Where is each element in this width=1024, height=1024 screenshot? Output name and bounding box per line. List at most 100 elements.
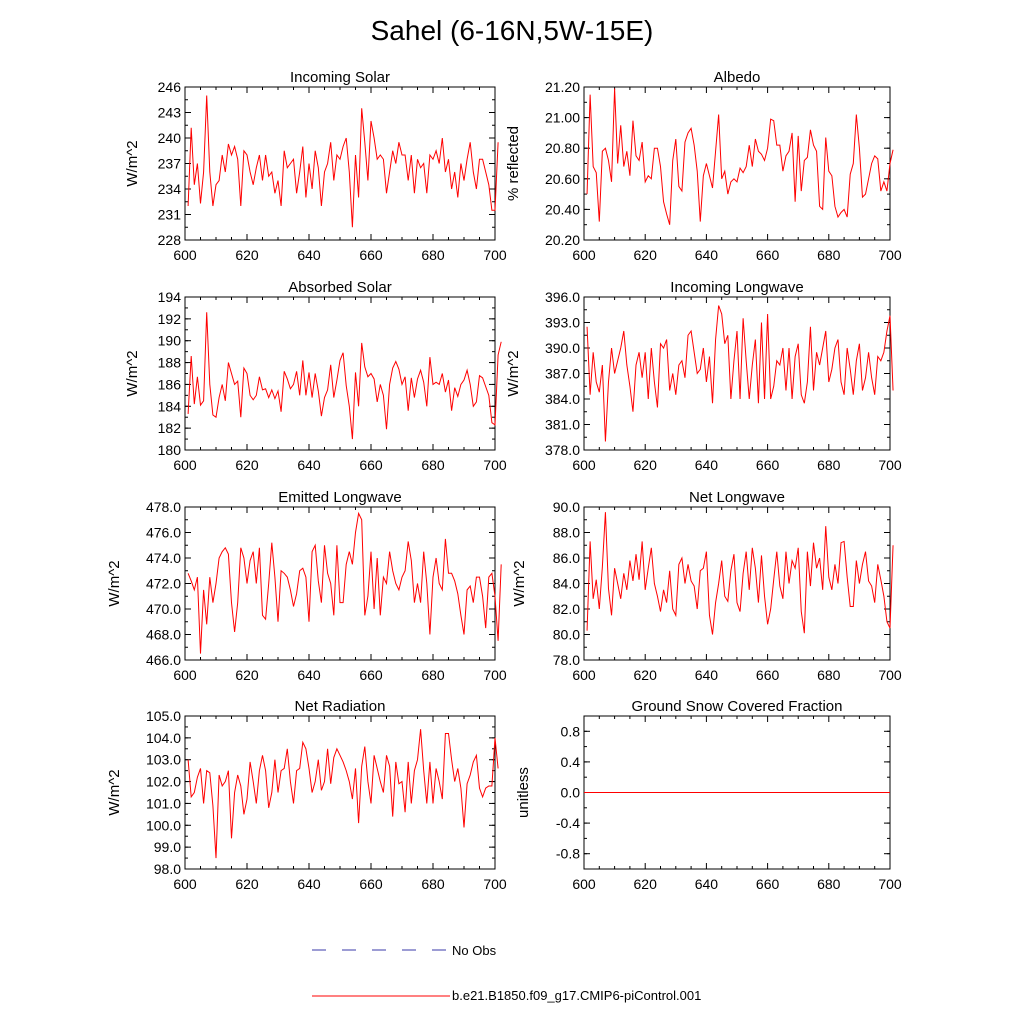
- y-tick-label: -0.4: [556, 815, 580, 831]
- y-tick-label: 188: [158, 355, 182, 371]
- x-tick-label: 700: [878, 667, 902, 683]
- panel-emitted-longwave: Emitted Longwave 600 620 640 660 680 700 466.0 4…: [106, 489, 507, 683]
- x-tick-label: 640: [695, 457, 719, 473]
- x-tick-label: 640: [695, 876, 719, 892]
- x-tick-label: 640: [297, 247, 321, 263]
- y-tick-label: 476.0: [146, 525, 181, 541]
- y-tick-label: 82.0: [553, 601, 580, 617]
- panel-title: Emitted Longwave: [278, 489, 401, 506]
- x-tick-label: 680: [817, 247, 841, 263]
- y-tick-label: 234: [158, 181, 182, 197]
- x-tick-label: 620: [235, 457, 259, 473]
- y-tick-label: 80.0: [553, 627, 580, 643]
- plot-frame: [184, 506, 496, 661]
- x-tick-label: 680: [421, 247, 445, 263]
- panel-title: Incoming Solar: [290, 69, 390, 86]
- y-axis-label: % reflected: [505, 126, 522, 201]
- panel-incoming-solar: Incoming Solar 600 620 640 660 680 700 228 231 23…: [124, 69, 507, 263]
- x-tick-label: 620: [634, 667, 658, 683]
- series-line: [187, 95, 499, 228]
- y-tick-label: 0.4: [561, 754, 581, 770]
- series-line: [586, 512, 894, 635]
- x-tick-label: 620: [235, 667, 259, 683]
- series-line: [586, 88, 894, 225]
- series-line: [187, 312, 502, 440]
- y-tick-label: 20.80: [545, 140, 580, 156]
- y-tick-label: 378.0: [545, 442, 580, 458]
- y-tick-label: 90.0: [553, 499, 580, 515]
- y-tick-label: 194: [158, 289, 182, 305]
- y-tick-label: 78.0: [553, 652, 580, 668]
- x-tick-label: 660: [359, 667, 383, 683]
- panel-title: Net Radiation: [295, 698, 386, 715]
- y-tick-label: 246: [158, 79, 182, 95]
- panel-title: Albedo: [714, 69, 761, 86]
- y-tick-label: 88.0: [553, 525, 580, 541]
- panel-net-longwave: Net Longwave 600 620 640 660 680 700 78.0 80.0 82…: [511, 489, 902, 683]
- plot-frame: [184, 715, 496, 870]
- plot-frame: [583, 296, 891, 451]
- x-tick-label: 600: [572, 876, 596, 892]
- figure-title: Sahel (6-16N,5W-15E): [371, 15, 654, 46]
- y-tick-label: 104.0: [146, 730, 181, 746]
- y-tick-label: 105.0: [146, 708, 181, 724]
- panel-title: Ground Snow Covered Fraction: [632, 698, 843, 715]
- y-tick-label: 231: [158, 207, 182, 223]
- y-tick-label: 243: [158, 105, 182, 121]
- x-tick-label: 660: [359, 876, 383, 892]
- x-tick-label: 680: [817, 667, 841, 683]
- y-tick-label: 468.0: [146, 627, 181, 643]
- x-tick-label: 680: [421, 457, 445, 473]
- x-tick-label: 700: [878, 876, 902, 892]
- y-tick-label: 240: [158, 130, 182, 146]
- y-tick-label: 103.0: [146, 752, 181, 768]
- y-tick-label: 470.0: [146, 601, 181, 617]
- y-tick-label: 478.0: [146, 499, 181, 515]
- x-tick-label: 620: [634, 876, 658, 892]
- x-tick-label: 600: [572, 247, 596, 263]
- y-tick-label: 396.0: [545, 289, 580, 305]
- x-tick-label: 660: [756, 876, 780, 892]
- legend-label-no-obs: No Obs: [452, 943, 497, 958]
- y-axis-label: W/m^2: [106, 769, 123, 815]
- legend: No Obs b.e21.B1850.f09_g17.CMIP6-piContr…: [312, 943, 701, 1003]
- y-tick-label: 0.0: [561, 785, 581, 801]
- y-tick-label: 184: [158, 398, 182, 414]
- x-tick-label: 640: [297, 876, 321, 892]
- x-tick-label: 700: [878, 247, 902, 263]
- x-tick-label: 600: [173, 876, 197, 892]
- y-tick-label: 237: [158, 156, 182, 172]
- plot-frame: [583, 506, 891, 661]
- x-tick-label: 700: [483, 247, 507, 263]
- panel-incoming-longwave: Incoming Longwave 600 620 640 660 680 700 378.0…: [505, 279, 902, 473]
- y-axis-label: unitless: [515, 767, 532, 818]
- y-tick-label: 21.00: [545, 110, 580, 126]
- series-line: [187, 511, 502, 654]
- y-axis-label: W/m^2: [124, 350, 141, 396]
- x-tick-label: 680: [817, 876, 841, 892]
- x-tick-label: 620: [235, 247, 259, 263]
- y-tick-label: 98.0: [154, 861, 181, 877]
- y-tick-label: 384.0: [545, 391, 580, 407]
- series-line: [586, 305, 894, 442]
- y-tick-label: 20.40: [545, 201, 580, 217]
- x-tick-label: 700: [483, 876, 507, 892]
- x-tick-label: 640: [695, 667, 719, 683]
- y-tick-label: 182: [158, 420, 182, 436]
- y-tick-label: 472.0: [146, 576, 181, 592]
- panel-title: Net Longwave: [689, 489, 785, 506]
- y-tick-label: 390.0: [545, 340, 580, 356]
- x-tick-label: 660: [756, 457, 780, 473]
- x-tick-label: 680: [421, 667, 445, 683]
- x-tick-label: 660: [756, 667, 780, 683]
- y-tick-label: 102.0: [146, 774, 181, 790]
- y-tick-label: 84.0: [553, 576, 580, 592]
- x-tick-label: 700: [483, 667, 507, 683]
- y-tick-label: 190: [158, 333, 182, 349]
- y-tick-label: 86.0: [553, 550, 580, 566]
- y-tick-label: 20.20: [545, 232, 580, 248]
- y-tick-label: 186: [158, 376, 182, 392]
- y-tick-label: 387.0: [545, 366, 580, 382]
- x-tick-label: 660: [756, 247, 780, 263]
